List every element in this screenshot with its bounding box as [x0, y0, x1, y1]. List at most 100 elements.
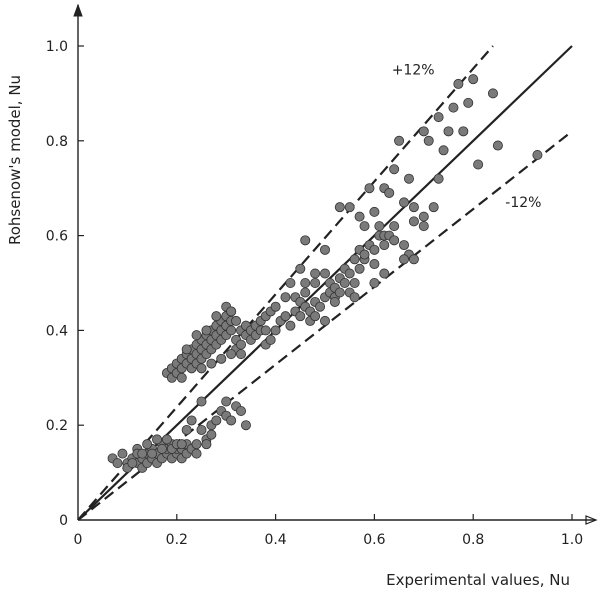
data-point	[374, 221, 385, 232]
data-point	[152, 434, 163, 445]
data-point	[418, 126, 429, 137]
data-point	[473, 159, 484, 170]
data-point	[191, 439, 202, 450]
data-point	[201, 325, 212, 336]
data-point	[265, 334, 276, 345]
data-point	[191, 330, 202, 341]
data-point	[226, 415, 237, 426]
data-point	[423, 135, 434, 146]
y-tick-label: 0	[59, 513, 68, 529]
data-point	[270, 301, 281, 312]
data-point	[221, 396, 232, 407]
data-point	[211, 415, 222, 426]
x-tick-label: 1.0	[561, 532, 583, 548]
data-point	[310, 277, 321, 288]
data-point	[310, 311, 321, 322]
data-point	[300, 277, 311, 288]
data-point	[206, 429, 217, 440]
data-point	[226, 306, 237, 317]
data-point	[389, 235, 400, 246]
data-point	[403, 173, 414, 184]
axis-ticks	[78, 45, 573, 520]
data-point	[408, 216, 419, 227]
data-point	[295, 263, 306, 274]
data-point	[433, 173, 444, 184]
data-point	[191, 448, 202, 459]
x-tick-label: 0.8	[462, 532, 484, 548]
data-point	[443, 126, 454, 137]
x-tick-label: 0.6	[363, 532, 385, 548]
data-point	[359, 221, 370, 232]
data-point	[334, 202, 345, 213]
data-point	[300, 235, 311, 246]
data-point	[310, 268, 321, 279]
data-point	[226, 325, 237, 336]
data-point	[379, 240, 390, 251]
data-point	[181, 424, 192, 435]
data-point	[117, 448, 128, 459]
data-point	[369, 244, 380, 255]
data-point	[226, 349, 237, 360]
data-point	[211, 311, 222, 322]
data-point	[487, 88, 498, 99]
data-point	[359, 249, 370, 260]
data-point	[399, 197, 410, 208]
data-point	[285, 277, 296, 288]
y-tick-label: 0.6	[46, 229, 68, 245]
data-point	[285, 320, 296, 331]
data-point	[369, 206, 380, 217]
data-point	[196, 363, 207, 374]
data-point	[418, 211, 429, 222]
data-point	[418, 221, 429, 232]
data-point	[399, 240, 410, 251]
data-point	[384, 187, 395, 198]
data-point	[349, 277, 360, 288]
data-point	[240, 420, 251, 431]
data-point	[349, 292, 360, 303]
data-point	[319, 244, 330, 255]
data-point	[408, 254, 419, 265]
data-point	[181, 344, 192, 355]
annotation-minus-12: -12%	[505, 195, 541, 211]
y-tick-label: 0.8	[46, 134, 68, 150]
data-point	[270, 325, 281, 336]
data-point	[196, 396, 207, 407]
data-point	[408, 202, 419, 213]
data-point	[453, 78, 464, 89]
data-point	[147, 448, 158, 459]
data-point	[433, 112, 444, 123]
y-axis-arrow	[73, 3, 83, 17]
data-point	[280, 311, 291, 322]
data-point	[399, 254, 410, 265]
data-point	[161, 434, 172, 445]
data-point	[216, 353, 227, 364]
data-point	[349, 254, 360, 265]
data-point	[236, 339, 247, 350]
data-point	[295, 311, 306, 322]
data-point	[112, 458, 123, 469]
data-point	[196, 424, 207, 435]
data-point	[463, 97, 474, 108]
data-point	[186, 415, 197, 426]
data-point	[176, 372, 187, 383]
data-point	[448, 102, 459, 113]
x-axis-arrow	[585, 515, 598, 525]
data-point	[236, 405, 247, 416]
data-point	[329, 296, 340, 307]
data-point	[319, 268, 330, 279]
data-points	[107, 74, 543, 473]
data-point	[201, 439, 212, 450]
data-point	[389, 164, 400, 175]
data-point	[127, 458, 138, 469]
data-point	[492, 140, 503, 151]
data-point	[300, 287, 311, 298]
data-point	[354, 263, 365, 274]
data-point	[260, 325, 271, 336]
data-point	[206, 358, 217, 369]
data-point	[334, 287, 345, 298]
data-point	[231, 315, 242, 326]
y-tick-label: 1.0	[46, 39, 68, 55]
data-point	[438, 145, 449, 156]
annotation-plus-12: +12%	[392, 62, 435, 78]
data-point	[389, 221, 400, 232]
